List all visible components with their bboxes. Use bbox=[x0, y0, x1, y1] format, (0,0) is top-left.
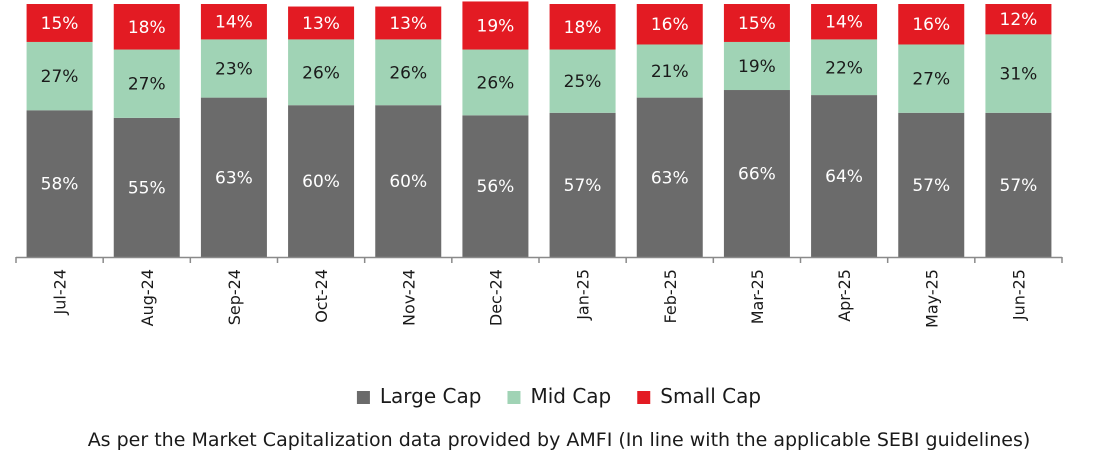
data-label-mid-cap-feb-25: 21% bbox=[651, 62, 689, 82]
bar-large-cap-may-25 bbox=[898, 112, 965, 257]
data-label-large-cap-jul-24: 58% bbox=[41, 175, 79, 195]
legend-item-small-cap: Small Cap bbox=[637, 384, 761, 408]
data-label-small-cap-oct-24: 13% bbox=[302, 14, 340, 34]
x-tick-label-apr-25: Apr-25 bbox=[835, 269, 854, 322]
data-label-small-cap-jun-25: 12% bbox=[1000, 10, 1038, 30]
data-label-small-cap-mar-25: 15% bbox=[738, 14, 776, 34]
bar-mid-cap-jan-25 bbox=[549, 49, 616, 113]
x-tick-label-sep-24: Sep-24 bbox=[225, 269, 244, 325]
bar-small-cap-dec-24 bbox=[462, 1, 529, 50]
data-label-mid-cap-mar-25: 19% bbox=[738, 57, 776, 77]
x-tick-label-nov-24: Nov-24 bbox=[399, 269, 418, 326]
bar-large-cap-sep-24 bbox=[200, 97, 267, 257]
x-axis-ticks: Jul-24 Aug-24 Sep-24 Oct-24 Nov-24 Dec-24 Jan-… bbox=[15, 257, 1063, 328]
data-label-large-cap-dec-24: 56% bbox=[477, 177, 515, 197]
bar-large-cap-jul-24 bbox=[26, 110, 93, 257]
bar-mid-cap-sep-24 bbox=[200, 39, 267, 98]
bar-small-cap-may-25 bbox=[898, 4, 965, 45]
legend-label: Small Cap bbox=[660, 384, 761, 408]
data-label-large-cap-jan-25: 57% bbox=[564, 176, 602, 196]
bar-small-cap-nov-24 bbox=[375, 6, 442, 40]
x-tick-label-aug-24: Aug-24 bbox=[138, 269, 157, 326]
data-label-small-cap-sep-24: 14% bbox=[215, 13, 253, 33]
x-tick-label-feb-25: Feb-25 bbox=[661, 269, 680, 323]
x-tick-label-dec-24: Dec-24 bbox=[486, 269, 505, 326]
bar-large-cap-jan-25 bbox=[549, 112, 616, 257]
legend-swatch bbox=[507, 391, 521, 404]
data-label-mid-cap-apr-25: 22% bbox=[825, 58, 863, 78]
bar-large-cap-dec-24 bbox=[462, 115, 529, 257]
footnote: As per the Market Capitalization data pr… bbox=[88, 429, 1031, 451]
bar-small-cap-oct-24 bbox=[288, 6, 355, 40]
bar-mid-cap-dec-24 bbox=[462, 49, 529, 116]
bar-mid-cap-jun-25 bbox=[985, 34, 1052, 113]
bar-mid-cap-oct-24 bbox=[288, 39, 355, 106]
data-label-mid-cap-jan-25: 25% bbox=[564, 72, 602, 92]
bar-large-cap-mar-25 bbox=[723, 90, 790, 258]
data-label-mid-cap-dec-24: 26% bbox=[477, 73, 515, 93]
bar-mid-cap-apr-25 bbox=[811, 39, 878, 96]
data-label-large-cap-mar-25: 66% bbox=[738, 165, 776, 185]
data-label-small-cap-nov-24: 13% bbox=[389, 14, 427, 34]
bar-mid-cap-feb-25 bbox=[636, 44, 703, 98]
x-tick-label-mar-25: Mar-25 bbox=[748, 269, 767, 324]
legend-label: Large Cap bbox=[380, 384, 482, 408]
bar-large-cap-apr-25 bbox=[811, 95, 878, 257]
bar-mid-cap-nov-24 bbox=[375, 39, 442, 106]
legend-swatch bbox=[356, 391, 370, 404]
bar-small-cap-aug-24 bbox=[113, 4, 180, 50]
data-label-mid-cap-oct-24: 26% bbox=[302, 63, 340, 83]
data-label-large-cap-nov-24: 60% bbox=[389, 172, 427, 192]
data-label-large-cap-aug-24: 55% bbox=[128, 178, 166, 198]
x-tick-label-jul-24: Jul-24 bbox=[51, 269, 70, 315]
data-label-mid-cap-jul-24: 27% bbox=[41, 67, 79, 87]
data-label-mid-cap-sep-24: 23% bbox=[215, 60, 253, 80]
bar-large-cap-aug-24 bbox=[113, 117, 180, 257]
bar-mid-cap-aug-24 bbox=[113, 49, 180, 118]
bar-mid-cap-may-25 bbox=[898, 44, 965, 113]
x-tick-label-jan-25: Jan-25 bbox=[574, 269, 593, 321]
bar-small-cap-sep-24 bbox=[200, 4, 267, 40]
bars-group: 58% 27% 15% 55% 27% 18% 63% 23% 14% 60% 26% 13% 60% 2… bbox=[26, 1, 1052, 258]
bar-mid-cap-mar-25 bbox=[723, 41, 790, 91]
data-label-small-cap-feb-25: 16% bbox=[651, 15, 689, 35]
bar-small-cap-mar-25 bbox=[723, 4, 790, 42]
data-label-mid-cap-may-25: 27% bbox=[912, 70, 950, 90]
data-label-small-cap-may-25: 16% bbox=[912, 15, 950, 35]
bar-small-cap-feb-25 bbox=[636, 4, 703, 45]
bar-large-cap-feb-25 bbox=[636, 97, 703, 257]
bar-large-cap-nov-24 bbox=[375, 105, 442, 257]
data-label-small-cap-aug-24: 18% bbox=[128, 18, 166, 38]
data-label-small-cap-apr-25: 14% bbox=[825, 13, 863, 33]
bar-large-cap-oct-24 bbox=[288, 105, 355, 257]
legend: Large Cap Mid Cap Small Cap bbox=[356, 384, 761, 408]
bar-small-cap-apr-25 bbox=[811, 4, 878, 40]
x-tick-label-jun-25: Jun-25 bbox=[1009, 269, 1028, 321]
x-tick-label-may-25: May-25 bbox=[922, 269, 941, 328]
data-label-mid-cap-jun-25: 31% bbox=[1000, 65, 1038, 85]
bar-small-cap-jun-25 bbox=[985, 4, 1052, 35]
legend-item-mid-cap: Mid Cap bbox=[507, 384, 611, 408]
bar-large-cap-jun-25 bbox=[985, 112, 1052, 257]
data-label-large-cap-apr-25: 64% bbox=[825, 167, 863, 187]
data-label-small-cap-jul-24: 15% bbox=[41, 14, 79, 34]
data-label-large-cap-may-25: 57% bbox=[912, 176, 950, 196]
data-label-small-cap-dec-24: 19% bbox=[477, 17, 515, 37]
legend-item-large-cap: Large Cap bbox=[356, 384, 482, 408]
legend-swatch bbox=[637, 391, 651, 404]
data-label-mid-cap-nov-24: 26% bbox=[389, 63, 427, 83]
data-label-large-cap-feb-25: 63% bbox=[651, 168, 689, 188]
data-label-large-cap-sep-24: 63% bbox=[215, 168, 253, 188]
bar-small-cap-jul-24 bbox=[26, 4, 93, 42]
data-label-large-cap-jun-25: 57% bbox=[1000, 176, 1038, 196]
data-label-large-cap-oct-24: 60% bbox=[302, 172, 340, 192]
x-tick-label-oct-24: Oct-24 bbox=[312, 269, 331, 323]
data-label-small-cap-jan-25: 18% bbox=[564, 18, 602, 38]
data-label-mid-cap-aug-24: 27% bbox=[128, 75, 166, 95]
bar-small-cap-jan-25 bbox=[549, 4, 616, 50]
bar-mid-cap-jul-24 bbox=[26, 41, 93, 111]
legend-label: Mid Cap bbox=[530, 384, 611, 408]
